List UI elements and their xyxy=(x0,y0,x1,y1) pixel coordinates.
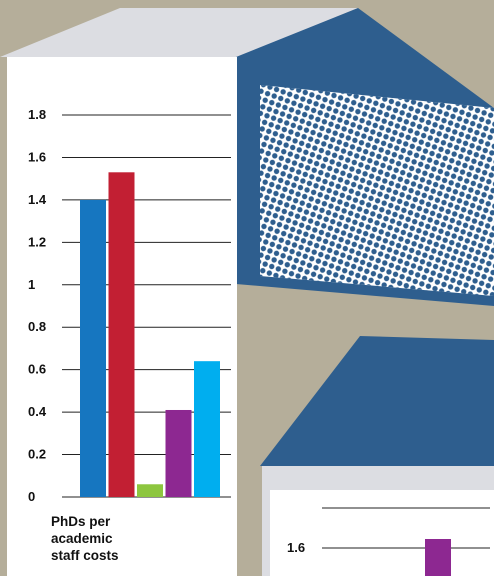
lower-box-face xyxy=(270,490,494,576)
bar xyxy=(194,361,220,497)
chart-caption-line: staff costs xyxy=(51,548,119,563)
bar xyxy=(137,484,163,497)
y-tick-label: 1.4 xyxy=(28,192,47,207)
y-tick-label: 1.2 xyxy=(28,234,46,249)
y-tick-label: 0.8 xyxy=(28,319,46,334)
chart-caption-line: PhDs per xyxy=(51,514,111,529)
upper-box-top xyxy=(0,8,358,57)
chart-caption-line: academic xyxy=(51,531,113,546)
halftone-dots xyxy=(260,85,494,296)
y-tick-label: 0 xyxy=(28,489,35,504)
partial-bar-chart: 1.6 xyxy=(287,507,490,576)
lower-box-top xyxy=(260,336,494,466)
y-tick-label: 1.6 xyxy=(287,540,305,555)
main-bar-chart: 0 0.2 0.4 0.6 0.8 1 1.2 1.4 1.6 1.8 PhDs per academ… xyxy=(28,107,231,563)
bar xyxy=(108,172,135,498)
y-tick-label: 1.8 xyxy=(28,107,46,122)
y-tick-label: 0.6 xyxy=(28,362,46,377)
bar xyxy=(80,199,106,497)
y-tick-label: 1 xyxy=(28,277,35,292)
y-tick-label: 1.6 xyxy=(28,149,46,164)
y-tick-label: 0.2 xyxy=(28,447,46,462)
bar xyxy=(425,539,451,576)
y-tick-label: 0.4 xyxy=(28,404,47,419)
bar xyxy=(165,409,192,497)
